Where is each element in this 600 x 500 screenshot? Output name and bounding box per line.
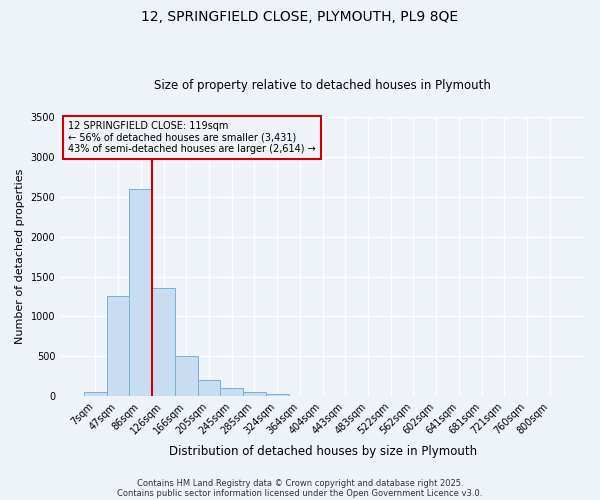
Bar xyxy=(175,356,197,397)
Bar xyxy=(107,296,130,396)
Text: Contains public sector information licensed under the Open Government Licence v3: Contains public sector information licen… xyxy=(118,488,482,498)
Bar xyxy=(130,188,152,396)
Bar xyxy=(84,392,107,396)
Bar xyxy=(197,380,220,396)
Text: Contains HM Land Registry data © Crown copyright and database right 2025.: Contains HM Land Registry data © Crown c… xyxy=(137,478,463,488)
Bar xyxy=(243,392,266,396)
Y-axis label: Number of detached properties: Number of detached properties xyxy=(15,169,25,344)
Title: Size of property relative to detached houses in Plymouth: Size of property relative to detached ho… xyxy=(154,79,491,92)
Bar xyxy=(266,394,289,396)
Text: 12 SPRINGFIELD CLOSE: 119sqm
← 56% of detached houses are smaller (3,431)
43% of: 12 SPRINGFIELD CLOSE: 119sqm ← 56% of de… xyxy=(68,121,316,154)
X-axis label: Distribution of detached houses by size in Plymouth: Distribution of detached houses by size … xyxy=(169,444,476,458)
Text: 12, SPRINGFIELD CLOSE, PLYMOUTH, PL9 8QE: 12, SPRINGFIELD CLOSE, PLYMOUTH, PL9 8QE xyxy=(142,10,458,24)
Bar xyxy=(220,388,243,396)
Bar xyxy=(152,288,175,397)
